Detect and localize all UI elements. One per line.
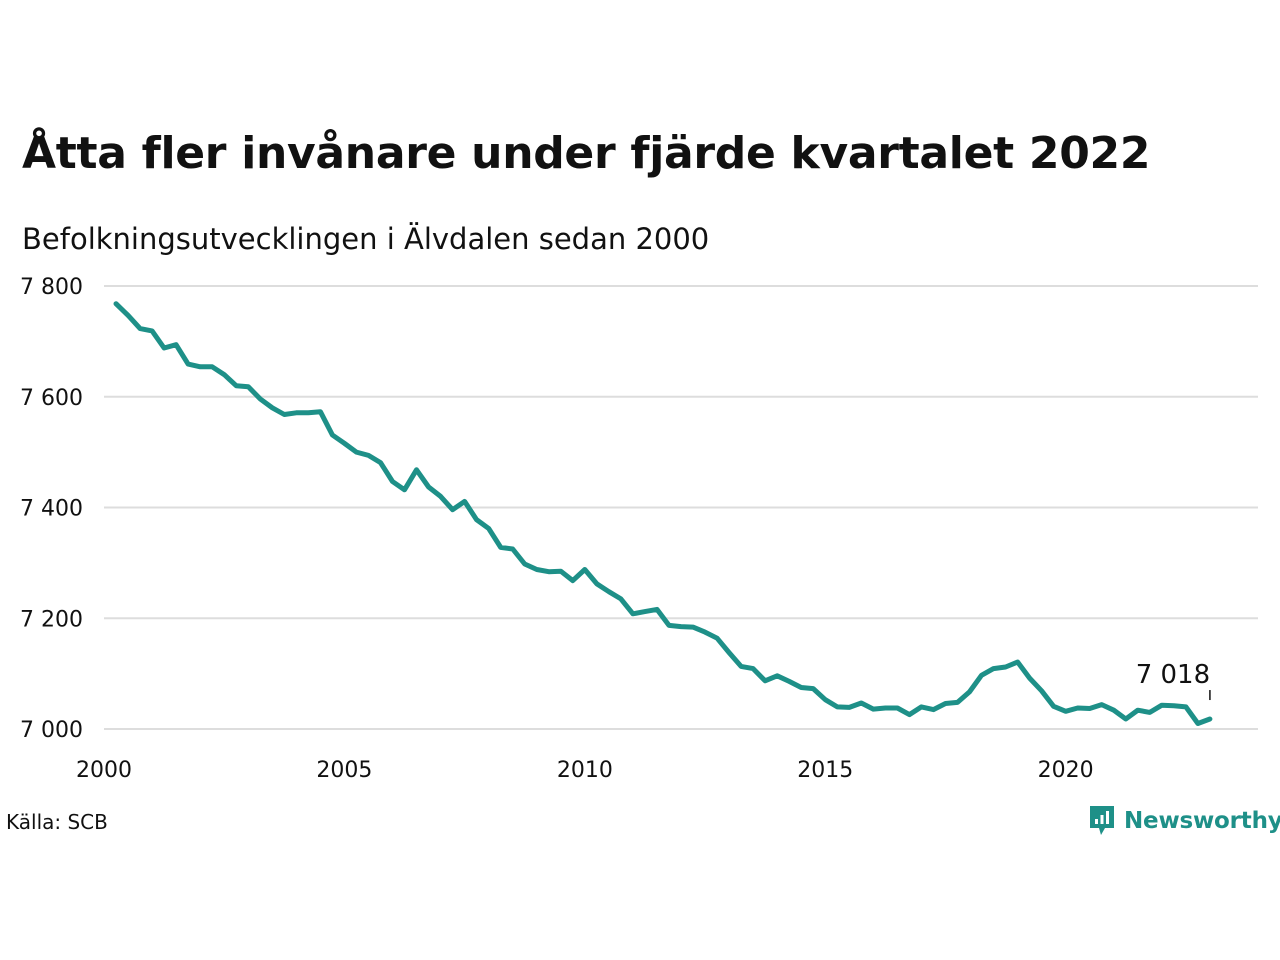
y-tick-label-7400: 7 400 (20, 497, 83, 522)
x-tick-label-2005: 2005 (316, 758, 372, 783)
y-tick-label-7800: 7 800 (20, 275, 83, 300)
y-tick-label-7200: 7 200 (20, 607, 83, 632)
y-tick-label-7000: 7 000 (20, 718, 83, 743)
end-value-label: 7 018 (1136, 660, 1210, 690)
x-tick-label-2010: 2010 (557, 758, 613, 783)
x-tick-label-2000: 2000 (76, 758, 132, 783)
source-note: Källa: SCB (6, 810, 108, 834)
x-tick-label-2015: 2015 (797, 758, 853, 783)
brand-name: Newsworthy (1124, 808, 1280, 834)
data-points (115, 303, 1211, 724)
chart-title: Åtta fler invånare under fjärde kvartale… (22, 128, 1151, 179)
x-axis-ticks: 2000 2005 2010 2015 2020 (76, 758, 1094, 783)
annotation-layer: 7 018 (1136, 660, 1211, 701)
series-line (113, 301, 1213, 726)
gridlines (104, 285, 1258, 730)
y-axis-ticks: 7 000 7 200 7 400 7 600 7 800 (20, 275, 83, 743)
newsworthy-brand[interactable]: Newsworthy (1088, 804, 1280, 838)
newsworthy-logo-icon (1090, 806, 1114, 835)
series-layer (113, 301, 1213, 726)
chart-subtitle: Befolkningsutvecklingen i Älvdalen sedan… (22, 222, 710, 256)
y-tick-label-7600: 7 600 (20, 386, 83, 411)
x-tick-label-2020: 2020 (1038, 758, 1094, 783)
